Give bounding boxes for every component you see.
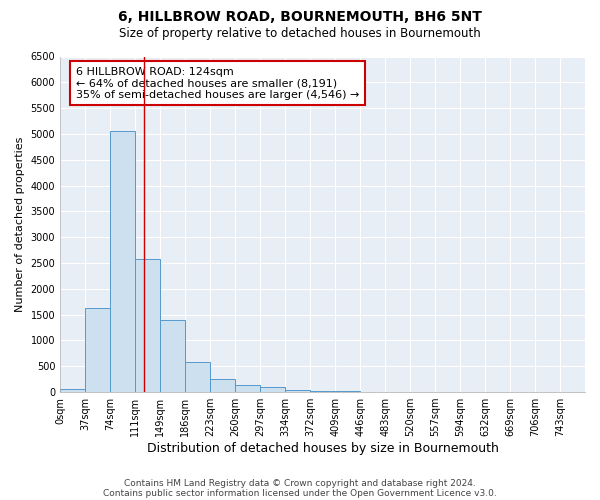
Bar (335, 391, 360, 392)
Text: Contains public sector information licensed under the Open Government Licence v3: Contains public sector information licen… (103, 488, 497, 498)
Text: 6 HILLBROW ROAD: 124sqm
← 64% of detached houses are smaller (8,191)
35% of semi: 6 HILLBROW ROAD: 124sqm ← 64% of detache… (76, 66, 359, 100)
Y-axis label: Number of detached properties: Number of detached properties (15, 136, 25, 312)
Bar (160, 320, 185, 392)
Bar (310, 390, 335, 392)
X-axis label: Distribution of detached houses by size in Bournemouth: Distribution of detached houses by size … (146, 442, 499, 455)
Bar (235, 386, 260, 392)
Bar (185, 362, 210, 392)
Bar (285, 390, 310, 392)
Bar (60, 389, 85, 392)
Text: 6, HILLBROW ROAD, BOURNEMOUTH, BH6 5NT: 6, HILLBROW ROAD, BOURNEMOUTH, BH6 5NT (118, 10, 482, 24)
Bar (135, 259, 160, 392)
Text: Contains HM Land Registry data © Crown copyright and database right 2024.: Contains HM Land Registry data © Crown c… (124, 478, 476, 488)
Bar (110, 132, 135, 392)
Text: Size of property relative to detached houses in Bournemouth: Size of property relative to detached ho… (119, 28, 481, 40)
Bar (260, 388, 285, 392)
Bar (85, 308, 110, 392)
Bar (210, 378, 235, 392)
